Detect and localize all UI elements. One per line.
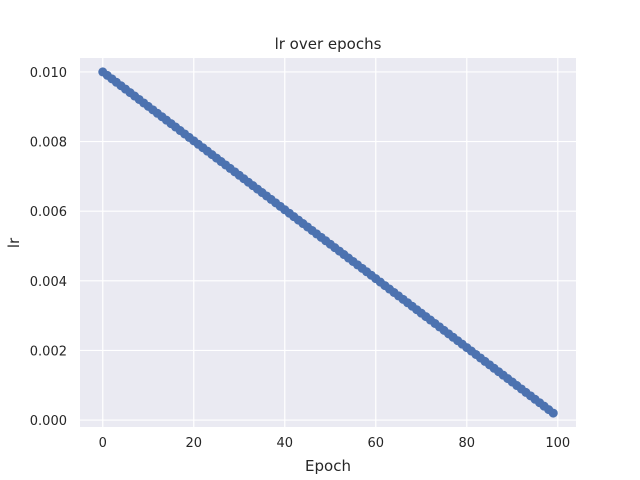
series-layer: [98, 67, 558, 418]
x-tick-label: 80: [459, 436, 476, 451]
chart-title: lr over epochs: [275, 35, 382, 53]
x-tick-labels: 0 20 40 60 80 100: [99, 436, 571, 451]
y-tick-label: 0.002: [30, 344, 67, 359]
grid-horizontal: [80, 71, 576, 421]
y-axis-label: lr: [5, 237, 23, 248]
x-tick-label: 0: [99, 436, 107, 451]
x-tick-label: 60: [368, 436, 385, 451]
y-tick-label: 0.008: [30, 136, 67, 151]
data-point: [548, 408, 558, 418]
x-tick-label: 100: [545, 436, 570, 451]
y-tick-label: 0.004: [30, 275, 67, 290]
x-tick-label: 20: [185, 436, 202, 451]
y-tick-label: 0.010: [30, 66, 67, 81]
x-tick-label: 40: [276, 436, 293, 451]
y-tick-labels: 0.000 0.002 0.004 0.006 0.008 0.010: [30, 66, 67, 429]
y-tick-label: 0.000: [30, 414, 67, 429]
x-axis-label: Epoch: [305, 457, 351, 475]
y-tick-label: 0.006: [30, 205, 67, 220]
grid-vertical: [102, 58, 559, 427]
